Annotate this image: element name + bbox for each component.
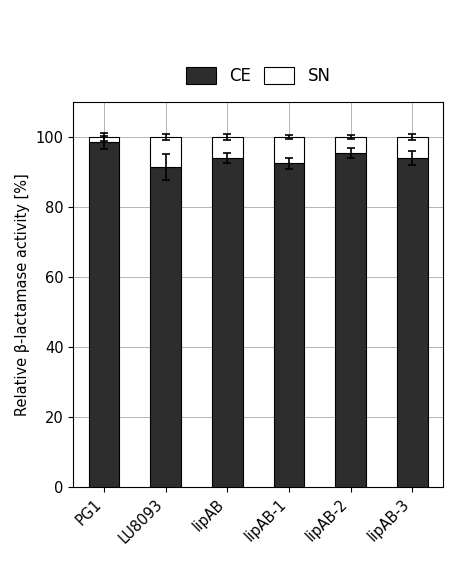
Bar [212,137,243,158]
Bar [273,163,305,487]
Bar [89,142,120,487]
Bar [150,137,181,167]
Bar [335,153,366,487]
Legend: CE, SN: CE, SN [179,61,337,92]
Y-axis label: Relative β-lactamase activity [%]: Relative β-lactamase activity [%] [15,173,30,416]
Bar [335,137,366,153]
Bar [150,167,181,487]
Bar [397,158,428,487]
Bar [273,137,305,163]
Bar [212,158,243,487]
Bar [397,137,428,158]
Bar [89,137,120,142]
